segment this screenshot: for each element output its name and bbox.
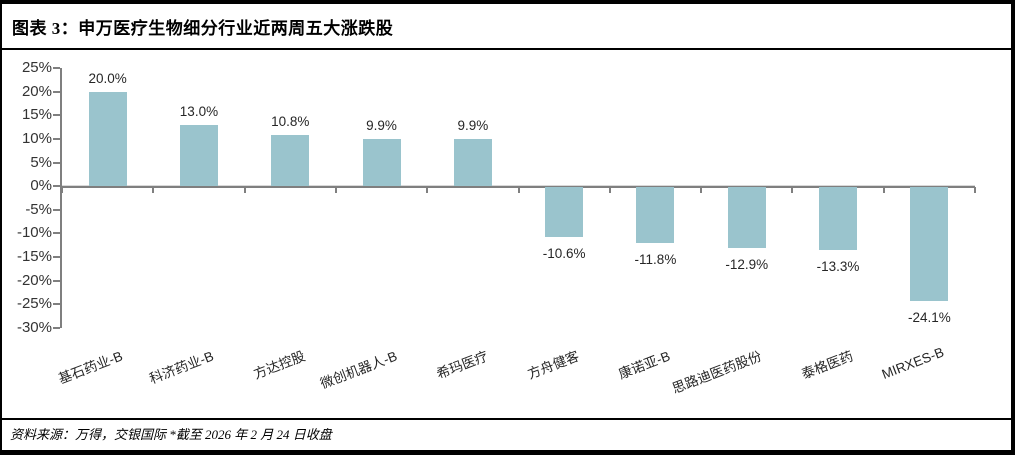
bar-value-label: -13.3% xyxy=(816,259,860,275)
x-axis-tick xyxy=(791,187,794,194)
x-axis-tick xyxy=(61,187,63,194)
bar xyxy=(545,187,584,238)
bar-value-label: 9.9% xyxy=(457,118,489,134)
figure-footer-bar: 资料来源：万得，交银国际 *截至 2026 年 2 月 24 日收盘 xyxy=(2,418,1011,446)
y-tick-label: 0% xyxy=(30,177,52,195)
bar-value-label: 13.0% xyxy=(179,103,219,119)
y-axis-tick xyxy=(53,279,60,282)
y-axis-tick xyxy=(53,90,60,93)
y-tick-label: 5% xyxy=(30,153,52,171)
y-axis-tick xyxy=(53,67,60,69)
x-axis-tick xyxy=(882,187,885,194)
bar-value-label: -11.8% xyxy=(634,251,677,267)
bar xyxy=(819,187,858,251)
y-axis-tick xyxy=(53,232,60,235)
x-axis-tick xyxy=(243,187,246,194)
x-axis-tick xyxy=(334,187,337,194)
y-tick-label: -25% xyxy=(16,295,52,313)
y-tick-label: 10% xyxy=(21,129,52,147)
y-axis-tick xyxy=(53,114,60,117)
x-axis-tick xyxy=(700,187,703,194)
bar-value-label: 10.8% xyxy=(271,114,310,130)
y-tick-label: -30% xyxy=(16,319,52,336)
x-axis-tick xyxy=(517,187,520,194)
bar xyxy=(453,139,492,187)
y-tick-label: 25% xyxy=(21,59,52,76)
y-axis-tick xyxy=(53,185,60,188)
bar-value-label: -10.6% xyxy=(542,246,586,262)
bar xyxy=(362,139,401,187)
y-axis-tick xyxy=(53,161,60,164)
figure-title-bar: 图表 3：申万医疗生物细分行业近两周五大涨跌股 xyxy=(2,4,1011,50)
y-axis-tick xyxy=(53,137,60,140)
x-axis-tick xyxy=(608,187,611,194)
x-axis-tick xyxy=(426,187,429,194)
category-label: MIRXES-B xyxy=(683,344,946,381)
bar-value-label: -24.1% xyxy=(907,310,951,326)
bar-value-label: 20.0% xyxy=(88,70,127,86)
x-axis-tick xyxy=(974,187,976,194)
y-tick-label: -15% xyxy=(16,248,52,266)
page-title: 图表 3：申万医疗生物细分行业近两周五大涨跌股 xyxy=(12,18,394,38)
bar xyxy=(179,124,218,187)
y-axis-tick xyxy=(53,208,60,211)
bar xyxy=(271,135,310,187)
y-tick-label: -10% xyxy=(16,224,52,242)
y-tick-label: -5% xyxy=(25,200,52,218)
y-axis-tick xyxy=(53,303,60,306)
y-axis-line xyxy=(60,68,62,328)
y-axis-tick xyxy=(53,256,60,259)
bar xyxy=(88,91,127,187)
x-axis-tick xyxy=(152,187,155,194)
bar-value-label: -12.9% xyxy=(725,257,769,273)
y-tick-label: 15% xyxy=(21,106,52,124)
y-axis-tick xyxy=(53,327,60,329)
bar xyxy=(636,187,675,243)
bar xyxy=(727,187,766,249)
bar-value-label: 9.9% xyxy=(366,118,397,134)
y-tick-label: 20% xyxy=(21,82,52,100)
y-tick-label: -20% xyxy=(16,271,52,289)
source-note: 资料来源：万得，交银国际 *截至 2026 年 2 月 24 日收盘 xyxy=(10,426,332,442)
x-axis-line xyxy=(62,185,975,189)
bar xyxy=(910,187,949,302)
bar-chart: 25% 20% 15% 10% 5% 0% -5% -10% -15% -20% -25% -30% 2… xyxy=(2,50,1011,418)
category-label-text: MIRXES-B xyxy=(879,344,947,382)
